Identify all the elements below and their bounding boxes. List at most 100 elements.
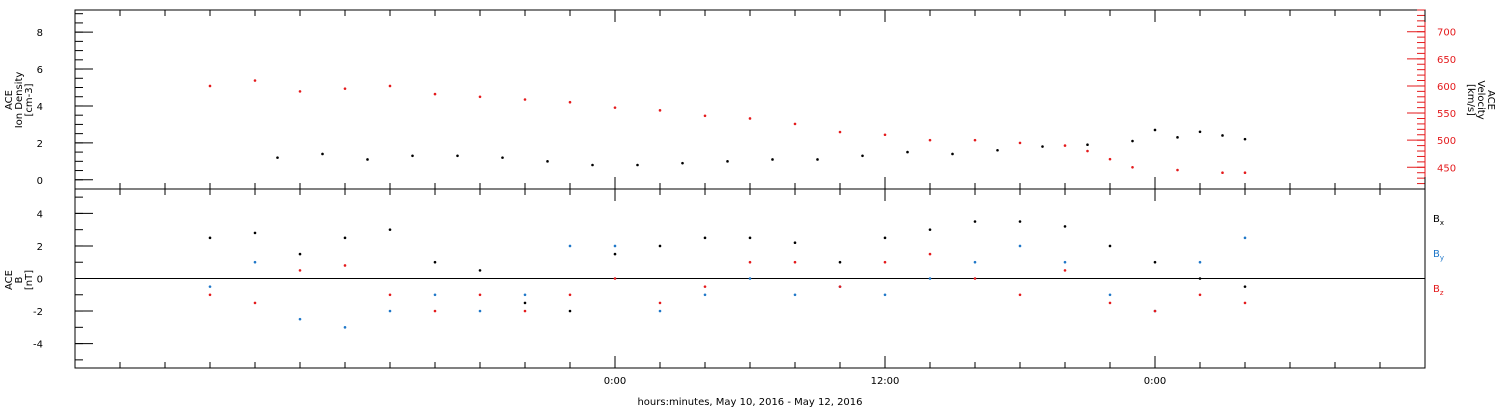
velocity-point [568, 100, 572, 104]
bx-point [343, 236, 347, 240]
bz-point [928, 252, 932, 256]
x-tick-label: 0:00 [1144, 376, 1166, 387]
bx-point [253, 231, 257, 235]
bz-point [1018, 293, 1022, 297]
bz-point [838, 285, 842, 288]
bz-point [883, 260, 887, 264]
velocity-point [658, 109, 662, 112]
velocity-tick-label: 550 [1437, 109, 1456, 120]
density-point [636, 163, 639, 167]
density-point [906, 150, 909, 154]
bx-point [748, 236, 752, 240]
field-tick-label: 0 [37, 275, 43, 286]
by-point [388, 309, 392, 313]
field-label-line: B [14, 276, 25, 283]
bz-point [1198, 293, 1202, 297]
by-point [793, 293, 797, 297]
density-point [816, 158, 819, 161]
density-tick-label: 4 [37, 102, 43, 113]
legend-entry: Bx [1433, 214, 1444, 227]
density-tick-label: 8 [37, 28, 43, 39]
bx-point [478, 269, 482, 272]
velocity-point [883, 133, 887, 137]
bx-point [883, 236, 887, 240]
legend-base: B [1433, 214, 1440, 225]
field-tick-label: -2 [33, 307, 43, 318]
density-point [1176, 136, 1179, 139]
velocity-point [1018, 141, 1022, 145]
velocity-point [253, 79, 257, 82]
legend-entry: By [1433, 249, 1444, 262]
bz-point [523, 309, 527, 313]
bz-point [793, 260, 797, 264]
velocity-point [1063, 144, 1067, 147]
velocity-label-line: ACE [1485, 90, 1496, 110]
velocity-point [973, 138, 977, 142]
density-point [1131, 139, 1134, 143]
density-point [951, 152, 954, 156]
bz-point [343, 264, 347, 267]
time-axis: 0:00 12:00 0:00 hours:minutes, May 10, 2016… [74, 10, 1426, 408]
by-point [1018, 244, 1022, 248]
bz-point [703, 285, 707, 288]
bx-point [298, 252, 302, 256]
bz-point [208, 293, 212, 297]
density-point [546, 160, 549, 163]
by-point [253, 260, 257, 264]
velocity-point [1108, 157, 1112, 161]
velocity-tick-label: 650 [1437, 55, 1456, 66]
bx-point [613, 252, 617, 256]
x-axis-label: hours:minutes, May 10, 2016 - May 12, 20… [637, 397, 862, 408]
velocity-point [478, 95, 482, 99]
field-tick-label: 4 [37, 209, 43, 220]
density-point [411, 154, 414, 158]
density-label-line: ACE [4, 90, 15, 110]
bz-point [478, 293, 482, 297]
velocity-point [748, 117, 752, 120]
bz-point [973, 277, 977, 280]
bx-point [793, 241, 797, 244]
bz-point [1243, 301, 1247, 305]
by-point [343, 326, 347, 329]
density-point [591, 163, 594, 167]
bx-point [1018, 220, 1022, 223]
field-tick-label: 2 [37, 242, 43, 253]
bz-point [433, 309, 437, 313]
density-panel-frame [74, 9, 1426, 190]
density-point [1086, 143, 1089, 147]
by-point [568, 244, 572, 248]
velocity-tick-label: 700 [1437, 28, 1456, 39]
by-point [433, 293, 437, 297]
by-point [928, 277, 932, 280]
by-point [973, 260, 977, 264]
by-point [658, 309, 662, 313]
velocity-label-line: Velocity [1475, 80, 1486, 119]
velocity-tick-label: 500 [1437, 136, 1456, 147]
by-point [523, 293, 527, 297]
velocity-point [523, 98, 527, 101]
bx-point [1063, 225, 1067, 228]
velocity-point [838, 130, 842, 134]
bz-point [613, 277, 617, 280]
bz-point [253, 301, 257, 305]
density-axis-label: ACEIon Density[cm-3] [4, 72, 35, 129]
velocity-point [1243, 171, 1247, 175]
by-point [613, 244, 617, 248]
bx-point [703, 236, 707, 240]
density-point [1243, 137, 1247, 141]
velocity-axis-label: ACEVelocity[km/s] [1465, 80, 1496, 119]
x-tick-label: 12:00 [871, 376, 900, 387]
bz-point [388, 293, 392, 297]
by-point [478, 309, 482, 313]
bx-point [568, 309, 572, 313]
bz-point [1153, 309, 1157, 313]
density-point [501, 156, 504, 159]
density-point [771, 158, 774, 161]
bx-point [928, 228, 932, 231]
legend-sub: z [1440, 289, 1444, 297]
legend-base: B [1433, 249, 1440, 260]
